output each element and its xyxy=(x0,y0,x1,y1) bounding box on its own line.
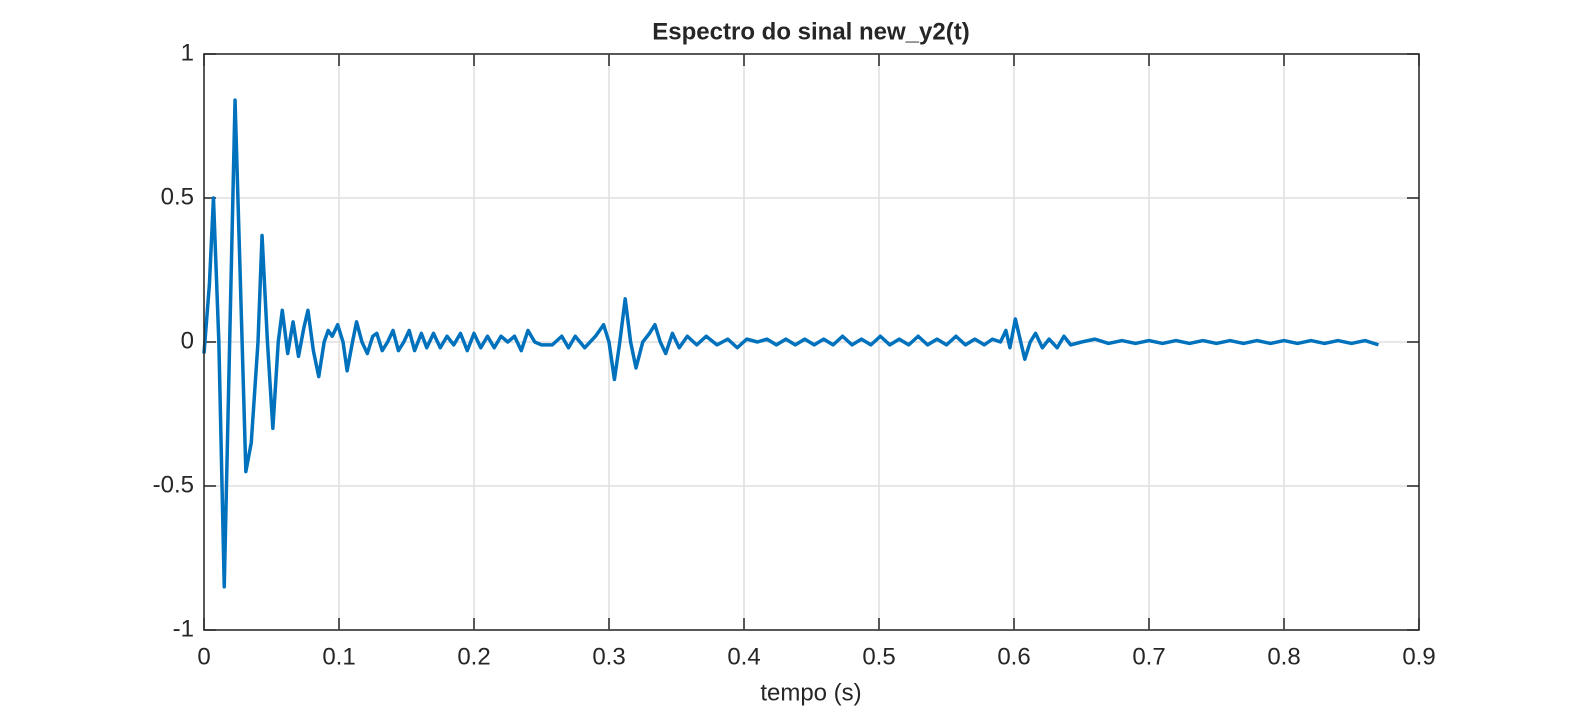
x-tick-label: 0.4 xyxy=(727,643,760,670)
x-tick-label: 0.1 xyxy=(322,643,355,670)
x-axis-label: tempo (s) xyxy=(760,679,861,706)
y-tick-label: 0 xyxy=(181,327,194,354)
x-tick-label: 0.9 xyxy=(1402,643,1435,670)
y-tick-label: -0.5 xyxy=(153,471,194,498)
y-tick-label: 1 xyxy=(181,39,194,66)
x-tick-label: 0 xyxy=(197,643,210,670)
data-line xyxy=(202,98,1380,589)
x-tick-label: 0.7 xyxy=(1132,643,1165,670)
y-tick-label: 0.5 xyxy=(161,183,194,210)
x-tick-label: 0.2 xyxy=(457,643,490,670)
axes-box xyxy=(203,53,1420,631)
x-tick-label: 0.8 xyxy=(1267,643,1300,670)
chart-title: Espectro do sinal new_y2(t) xyxy=(652,18,969,45)
y-tick-label: -1 xyxy=(173,615,194,642)
x-tick-label: 0.6 xyxy=(997,643,1030,670)
x-tick-label: 0.5 xyxy=(862,643,895,670)
x-tick-label: 0.3 xyxy=(592,643,625,670)
